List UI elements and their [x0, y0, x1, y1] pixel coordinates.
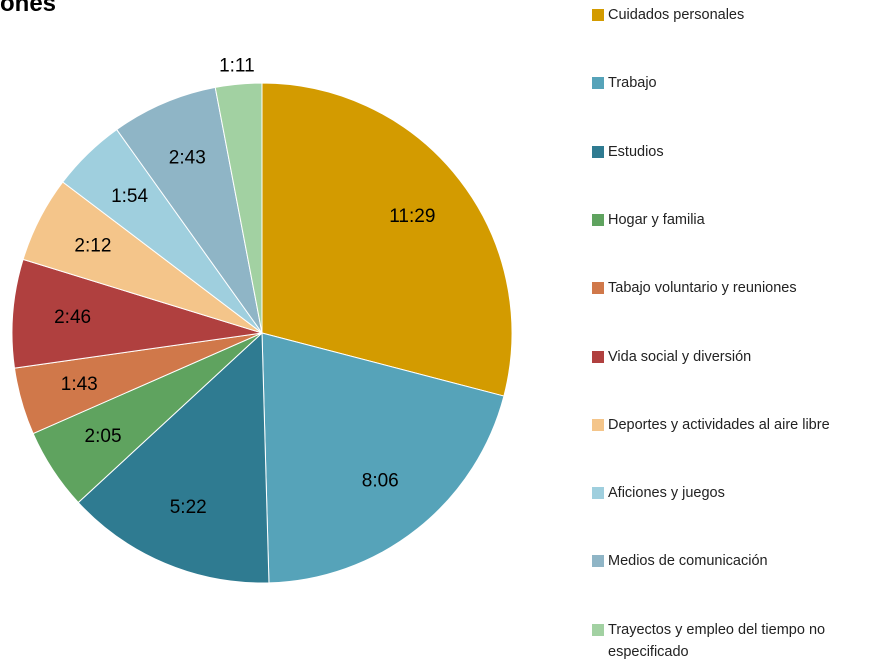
legend-swatch	[592, 623, 604, 636]
data-label: 11:29	[389, 206, 435, 227]
legend-swatch	[592, 487, 604, 500]
pie-slice	[261, 82, 513, 397]
data-label: 2:46	[54, 307, 91, 328]
legend-label: Tabajo voluntario y reuniones	[608, 280, 797, 297]
legend-label: Cuidados personales	[608, 7, 745, 23]
legend-item: Deportes y actividades al aire libre	[592, 414, 874, 436]
legend-swatch	[592, 77, 604, 90]
data-label: 8:06	[362, 471, 399, 492]
legend-label: Trayectos y empleo del tiempo no especif…	[608, 621, 826, 660]
legend-item: Tabajo voluntario y reuniones	[592, 277, 874, 299]
legend-swatch	[592, 9, 604, 21]
legend-label: Medios de comunicación	[608, 553, 768, 570]
legend-item: Vida social y diversión	[592, 346, 874, 368]
legend-label: Deportes y actividades al aire libre	[608, 416, 830, 433]
pie-chart: 11:29 8:06 5:22 2:05 1:43 2:46 2:12 1:54 2:43 1:1…	[11, 56, 513, 584]
legend-swatch	[592, 213, 604, 226]
legend-swatch	[592, 145, 604, 158]
data-label: 1:43	[61, 374, 98, 395]
legend-label: Aficiones y juegos	[608, 485, 725, 502]
legend-swatch	[592, 555, 604, 568]
legend-item: Trabajo	[592, 72, 874, 94]
data-label: 2:05	[85, 426, 122, 447]
data-label: 2:12	[74, 235, 111, 256]
pie-slice	[214, 82, 263, 334]
data-label: 1:54	[111, 186, 148, 207]
pie-slice	[116, 86, 263, 334]
data-label: 5:22	[170, 497, 207, 518]
legend-swatch	[592, 350, 604, 363]
legend-item: Hogar y familia	[592, 209, 874, 231]
data-label: 2:43	[169, 147, 206, 168]
pie-slice	[261, 332, 505, 584]
legend-label: Trabajo	[608, 75, 657, 92]
legend-item: Cuidados personales	[592, 4, 874, 26]
legend-label: Hogar y familia	[608, 211, 705, 228]
legend-swatch	[592, 418, 604, 431]
legend-item: Medios de comunicación	[592, 550, 874, 572]
pie-slice	[77, 331, 270, 584]
pie-slice	[11, 258, 263, 369]
legend-item: Trayectos y empleo del tiempo no especif…	[592, 619, 874, 663]
legend-item: Aficiones y juegos	[592, 482, 874, 504]
legend-label: Vida social y diversión	[608, 348, 752, 365]
data-label: 1:11	[219, 56, 255, 77]
legend-item: Estudios	[592, 141, 874, 163]
legend-swatch	[592, 282, 604, 295]
legend-label: Estudios	[608, 143, 664, 160]
chart-title: ones	[0, 0, 57, 17]
